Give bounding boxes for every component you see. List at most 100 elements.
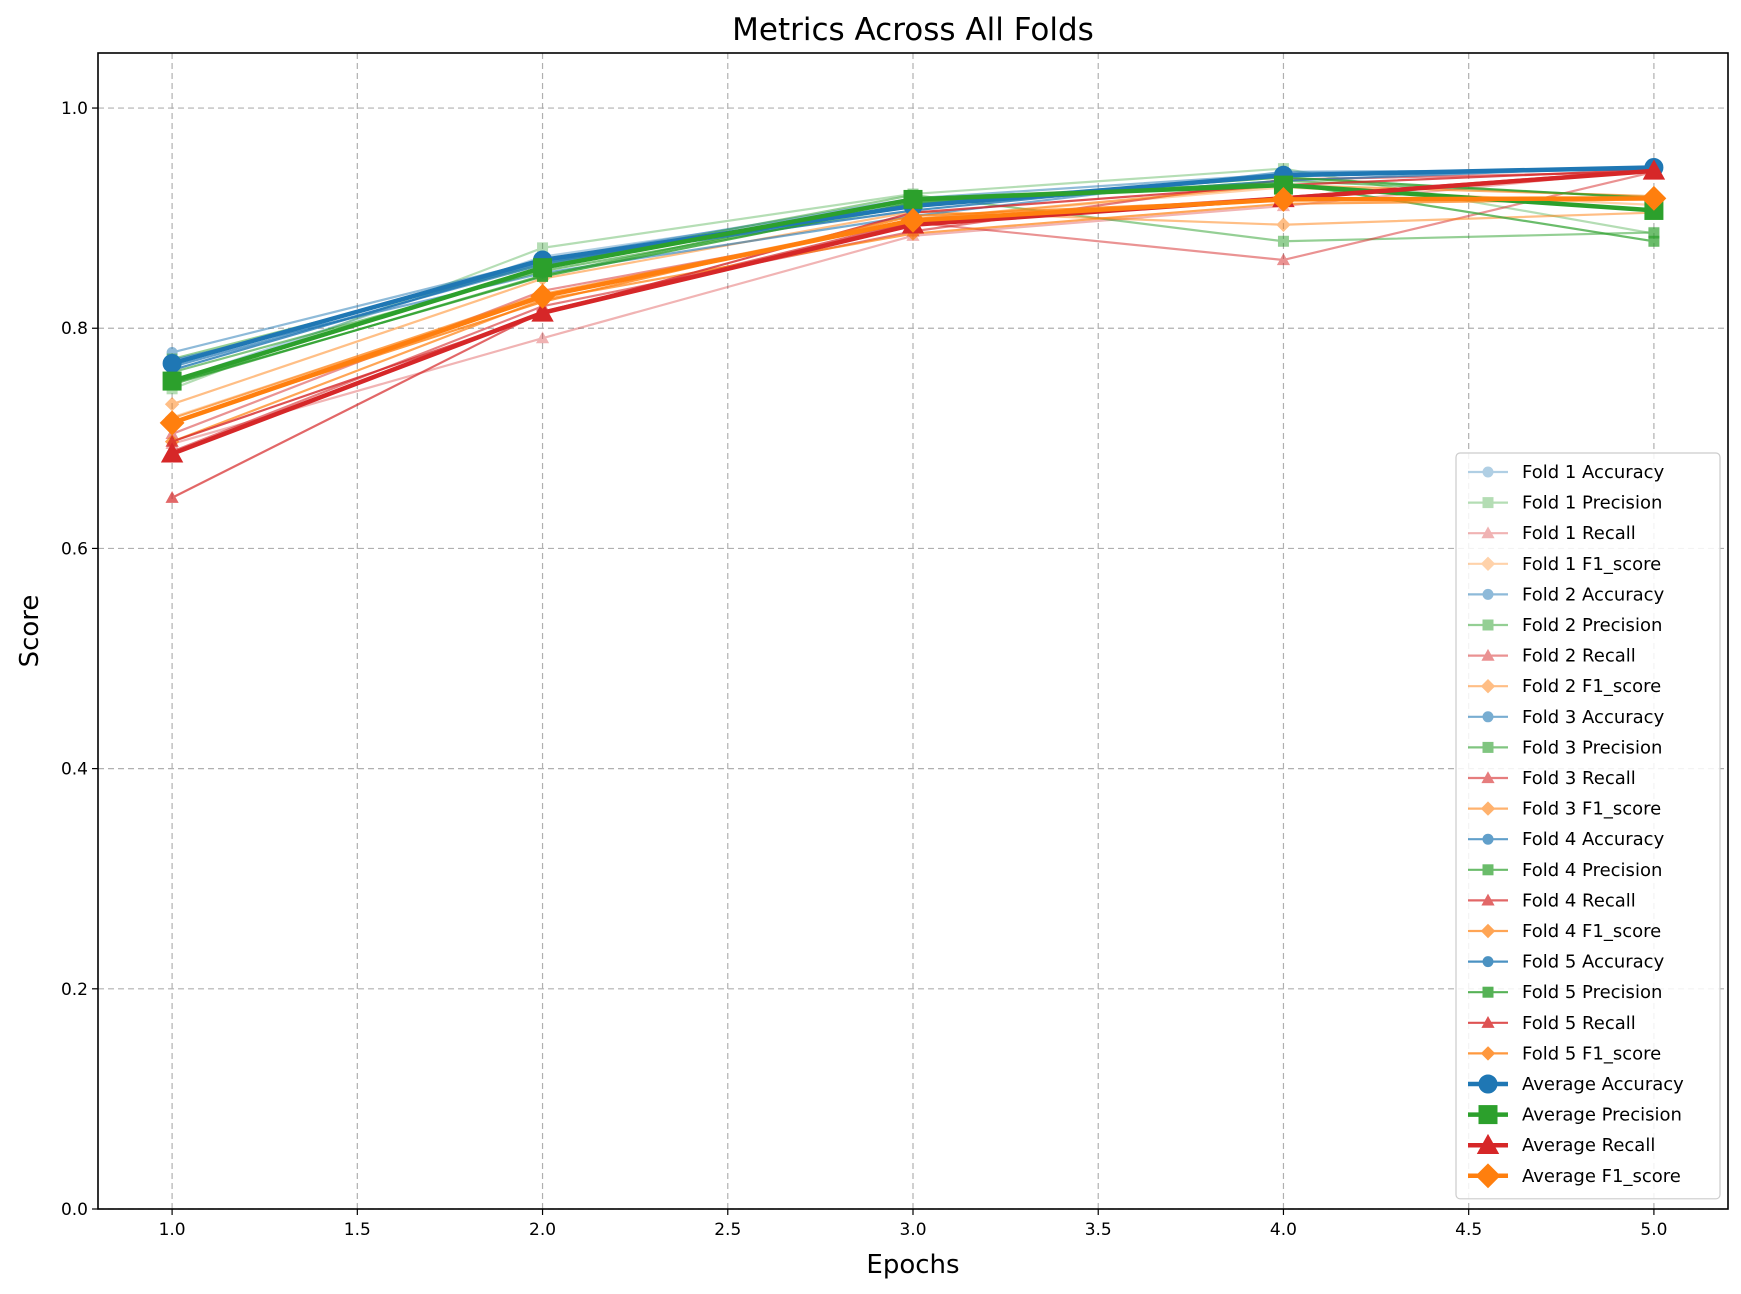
x-tick-label: 5.0 [1640, 1220, 1667, 1240]
data-point [159, 410, 185, 436]
legend-item [1468, 864, 1508, 876]
data-point [160, 442, 184, 463]
legend-label: Fold 4 F1_score [1522, 921, 1661, 942]
legend-marker [1482, 986, 1494, 998]
data-point [530, 283, 555, 309]
legend-label: Fold 1 Recall [1522, 523, 1636, 544]
legend-label: Fold 4 Accuracy [1522, 829, 1665, 850]
x-axis-title: Epochs [866, 1250, 959, 1280]
legend-label: Fold 1 Precision [1522, 493, 1662, 514]
legend-item [1468, 801, 1508, 816]
legend-box [1455, 452, 1721, 1200]
legend-marker [1482, 711, 1494, 723]
legend-marker [1480, 556, 1496, 572]
legend-marker [1482, 619, 1494, 631]
x-tick-label: 3.0 [899, 1220, 926, 1240]
legend-marker [1482, 497, 1494, 509]
data-point [1648, 235, 1660, 247]
legend-label: Fold 5 Precision [1522, 982, 1662, 1003]
legend-item [1468, 1133, 1508, 1154]
legend: Fold 1 Accuracy Fold 1 Precision Fold 1 Re… [1455, 452, 1721, 1200]
x-tick-label: 4.0 [1270, 1220, 1297, 1240]
legend-marker [1481, 771, 1495, 784]
legend-item [1468, 956, 1508, 968]
legend-label: Fold 1 Accuracy [1522, 462, 1665, 483]
legend-label: Average Recall [1522, 1135, 1655, 1156]
y-tick-label: 0.4 [61, 760, 88, 780]
legend-item [1468, 1074, 1508, 1094]
data-point [1641, 185, 1667, 211]
legend-marker [1476, 1133, 1500, 1154]
legend-label: Average F1_score [1522, 1166, 1681, 1187]
y-tick-label: 0.8 [61, 319, 88, 339]
legend-marker [1482, 588, 1494, 600]
data-point [531, 301, 554, 322]
legend-item [1468, 771, 1508, 784]
legend-label: Fold 5 Accuracy [1522, 952, 1665, 973]
legend-label: Average Accuracy [1522, 1074, 1684, 1095]
legend-item [1468, 833, 1508, 845]
legend-marker [1482, 956, 1494, 968]
legend-item [1468, 497, 1508, 509]
data-point [900, 207, 926, 233]
series-group [159, 157, 1667, 503]
x-tick-label: 1.0 [159, 1220, 186, 1240]
x-tick-label: 4.5 [1455, 1220, 1482, 1240]
data-point [1277, 235, 1289, 247]
legend-label: Fold 2 Accuracy [1522, 584, 1665, 605]
legend-item [1468, 923, 1508, 939]
legend-label: Fold 5 F1_score [1522, 1043, 1661, 1064]
legend-label: Fold 5 Recall [1522, 1013, 1636, 1034]
legend-item [1468, 678, 1508, 694]
data-point [162, 353, 182, 373]
legend-label: Fold 4 Precision [1522, 860, 1662, 881]
legend-item [1468, 1163, 1508, 1189]
legend-item [1468, 1046, 1508, 1061]
legend-item [1468, 986, 1508, 998]
legend-item [1468, 648, 1508, 661]
axis-ticks: 1.0 1.5 2.0 2.5 3.0 3.5 4.0 4.5 5.0 0.0 0.2 0.4 0.6 0… [61, 99, 1667, 1240]
legend-label: Fold 1 F1_score [1522, 554, 1661, 575]
y-tick-label: 1.0 [61, 99, 88, 119]
legend-item [1468, 466, 1508, 478]
legend-marker [1480, 1046, 1496, 1061]
series-average-f1-score [159, 185, 1667, 436]
x-tick-label: 1.5 [344, 1220, 371, 1240]
legend-marker [1480, 923, 1496, 939]
data-point [165, 491, 179, 503]
legend-item [1468, 711, 1508, 723]
legend-item [1468, 588, 1508, 600]
y-tick-label: 0.2 [61, 980, 88, 1000]
data-point [535, 331, 550, 344]
data-point [1276, 253, 1291, 266]
x-tick-label: 2.5 [714, 1220, 741, 1240]
legend-label: Fold 3 Accuracy [1522, 707, 1665, 728]
legend-item [1468, 619, 1508, 631]
legend-label: Fold 2 Precision [1522, 615, 1662, 636]
legend-item [1468, 1016, 1508, 1028]
legend-marker [1478, 1105, 1498, 1125]
legend-marker [1480, 678, 1496, 694]
legend-marker [1482, 864, 1494, 876]
data-point [1642, 159, 1666, 180]
legend-marker [1482, 833, 1494, 845]
legend-item [1468, 893, 1508, 906]
legend-marker [1475, 1163, 1501, 1189]
chart-title: Metrics Across All Folds [732, 12, 1094, 48]
legend-item [1468, 526, 1508, 539]
legend-item [1468, 1105, 1508, 1125]
legend-marker [1478, 1074, 1498, 1094]
data-point [1276, 217, 1291, 232]
data-point [533, 258, 553, 278]
legend-label: Fold 2 Recall [1522, 646, 1636, 667]
legend-marker [1481, 1016, 1495, 1028]
legend-marker [1481, 648, 1495, 661]
y-tick-label: 0.6 [61, 539, 88, 559]
y-axis-title: Score [15, 595, 45, 668]
y-tick-label: 0.0 [61, 1200, 88, 1220]
legend-marker [1480, 801, 1496, 816]
legend-marker [1481, 893, 1495, 906]
x-tick-label: 2.0 [529, 1220, 556, 1240]
legend-marker [1481, 526, 1495, 539]
